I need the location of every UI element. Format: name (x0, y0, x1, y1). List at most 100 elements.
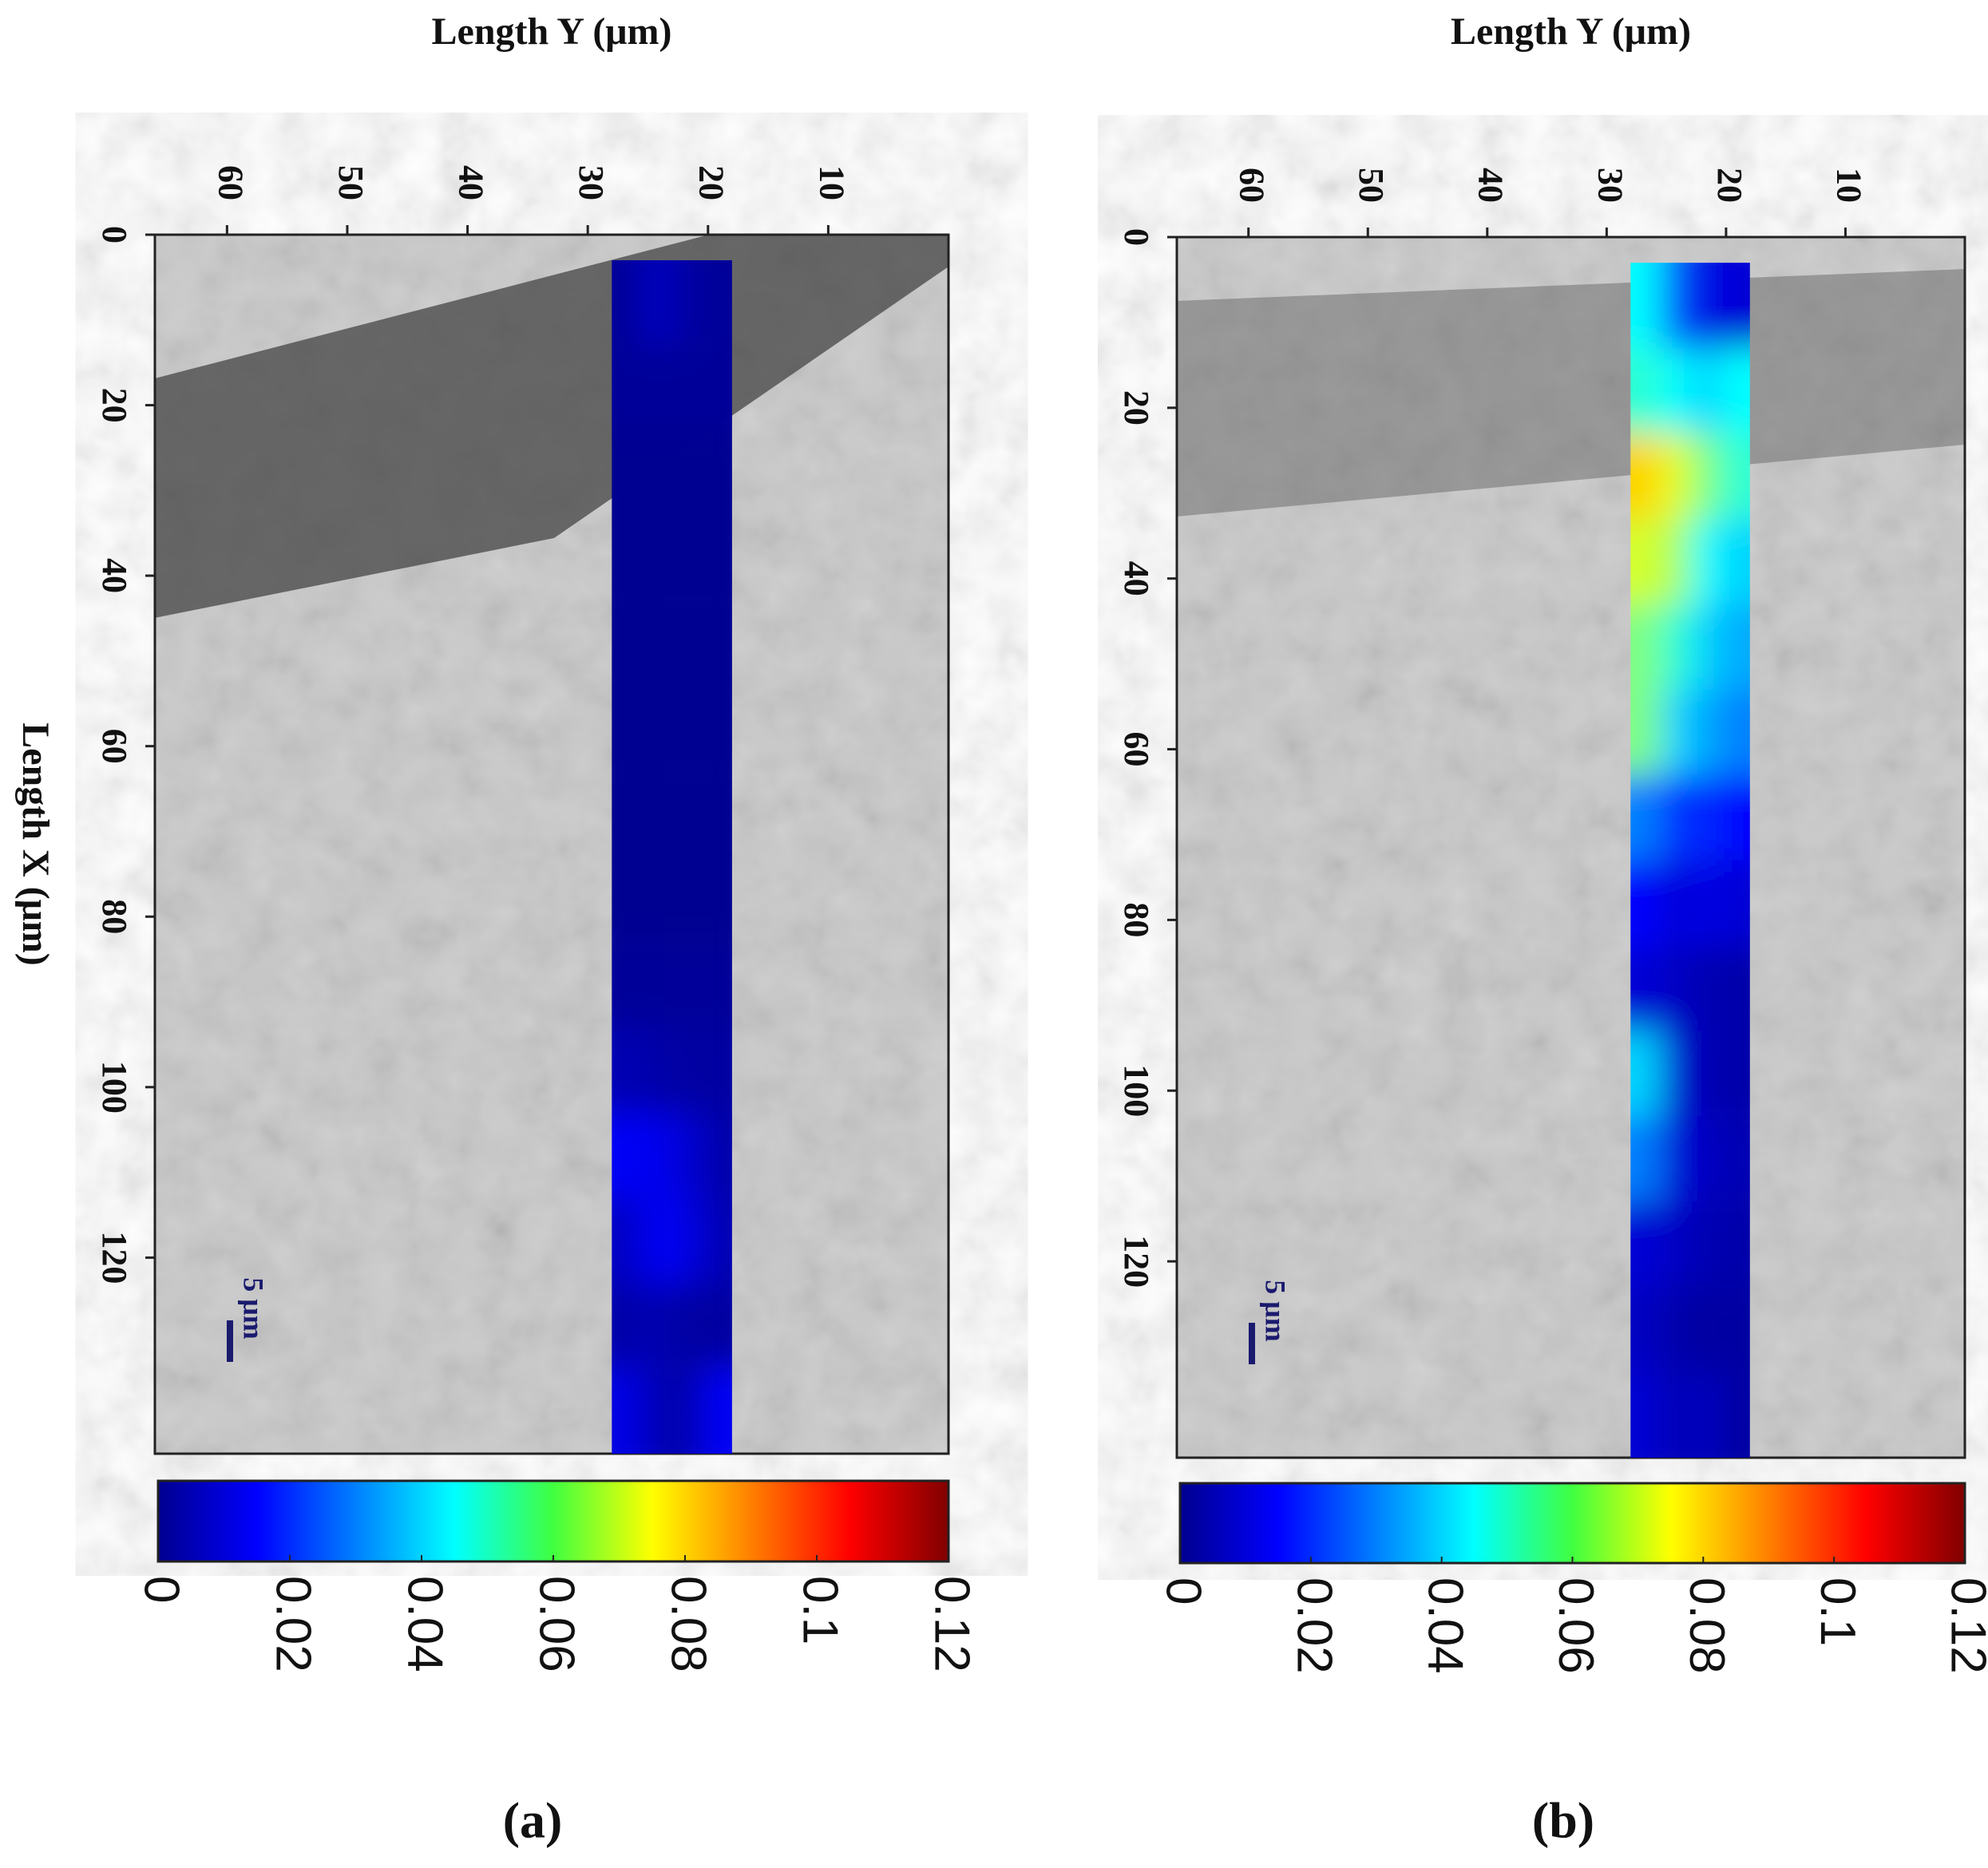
heat-cell (671, 686, 703, 772)
heat-cell (641, 771, 672, 857)
heat-cell (1630, 689, 1661, 775)
scale-bar (227, 1320, 233, 1362)
heat-cell (641, 1112, 672, 1198)
heat-cell (702, 430, 732, 516)
x-tick-label: 10 (812, 165, 851, 200)
heat-cell (671, 601, 703, 687)
colorbar-tick-label: 0.04 (398, 1576, 453, 1672)
y-tick-label: 80 (1117, 902, 1156, 937)
x-tick-label: 40 (451, 165, 490, 200)
heat-cell (702, 1027, 732, 1113)
heat-cell (671, 1027, 703, 1113)
panel-label: (a) (503, 1792, 563, 1849)
x-axis-label: Length Y (μm) (432, 10, 672, 53)
y-tick-label: 120 (95, 1231, 134, 1284)
heat-cell (612, 1027, 642, 1113)
heat-cell (612, 601, 642, 687)
heat-cell (1660, 945, 1691, 1031)
tissue-layer (1177, 269, 1965, 516)
scale-bar-label: 5 μm (1260, 1280, 1292, 1341)
heat-cell (612, 430, 642, 516)
heat-cell (702, 1283, 732, 1369)
heat-cell (641, 1283, 672, 1369)
heat-cell (641, 516, 672, 602)
colorbar-tick-label: 0 (134, 1576, 189, 1603)
y-tick-label: 100 (1117, 1064, 1156, 1117)
y-tick-label: 80 (95, 899, 134, 934)
heat-cell (641, 942, 672, 1028)
heat-cell (702, 601, 732, 687)
heat-cell (1630, 774, 1661, 861)
heat-cell (612, 771, 642, 857)
heat-cell (612, 516, 642, 602)
heat-cell (612, 857, 642, 943)
x-tick-label: 30 (1590, 168, 1630, 203)
y-tick-label: 60 (95, 729, 134, 764)
colorbar-tick-label: 0.08 (661, 1576, 716, 1672)
colorbar-tick-label: 0.02 (266, 1576, 321, 1672)
y-tick-label: 40 (95, 558, 134, 593)
heat-cell (671, 857, 703, 943)
heat-cell (1630, 1201, 1661, 1288)
heat-cell (702, 686, 732, 772)
heat-cell (1630, 1116, 1661, 1202)
y-tick-label: 120 (1117, 1235, 1156, 1288)
heat-cell (1630, 860, 1661, 946)
x-axis-label: Length Y (μm) (1451, 10, 1691, 53)
heat-cell (1660, 604, 1691, 690)
y-tick-label: 0 (95, 226, 134, 243)
heat-cell (1720, 1116, 1750, 1202)
heat-cell (641, 601, 672, 687)
heat-cell (702, 857, 732, 943)
colorbar-tick-label: 0.06 (1548, 1577, 1603, 1674)
tissue-layer (155, 235, 948, 618)
heat-cell (1660, 348, 1691, 433)
x-tick-label: 40 (1471, 168, 1511, 203)
heatmap-cells (1630, 263, 1750, 1458)
heat-cell (671, 1368, 703, 1454)
heat-cell (612, 1112, 642, 1198)
heat-cell (1720, 1372, 1750, 1458)
heat-cell (671, 771, 703, 857)
x-tick-label: 50 (1352, 168, 1391, 203)
heatmap (1630, 263, 1750, 1458)
heat-cell (1660, 518, 1691, 604)
heat-cell (671, 260, 703, 346)
heatmap (612, 260, 732, 1454)
heat-cell (1630, 433, 1661, 519)
heat-cell (1690, 604, 1721, 690)
colorbar-tick-label: 0.06 (529, 1576, 584, 1672)
heat-cell (1660, 1116, 1691, 1202)
y-tick-label: 60 (1117, 732, 1156, 767)
heat-cell (671, 1197, 703, 1284)
heatmap-cells (612, 260, 732, 1454)
heat-cell (1690, 1031, 1721, 1117)
y-tick-label: 20 (95, 388, 134, 423)
heat-cell (1720, 774, 1750, 861)
heat-cell (1630, 945, 1661, 1031)
colorbar-tick-label: 0.1 (793, 1576, 848, 1644)
x-tick-label: 30 (572, 165, 611, 200)
heat-cell (1690, 263, 1721, 348)
heat-cell (671, 345, 703, 431)
x-tick-label: 20 (692, 165, 731, 200)
heat-cell (671, 430, 703, 516)
x-tick-label: 10 (1829, 168, 1868, 203)
heat-cell (612, 1368, 642, 1454)
heat-cell (1720, 348, 1750, 433)
plot-frame (153, 233, 950, 1455)
heat-cell (641, 1197, 672, 1284)
heat-cell (1660, 1201, 1691, 1288)
heat-cell (702, 345, 732, 431)
heat-cell (1660, 860, 1691, 946)
heat-cell (1660, 689, 1691, 775)
heat-cell (1720, 433, 1750, 519)
heat-cell (1630, 1031, 1661, 1117)
heat-cell (1660, 433, 1691, 519)
heat-cell (1690, 348, 1721, 433)
heat-cell (1720, 1031, 1750, 1117)
heat-cell (702, 1112, 732, 1198)
heat-cell (1720, 860, 1750, 946)
heat-cell (1720, 689, 1750, 775)
